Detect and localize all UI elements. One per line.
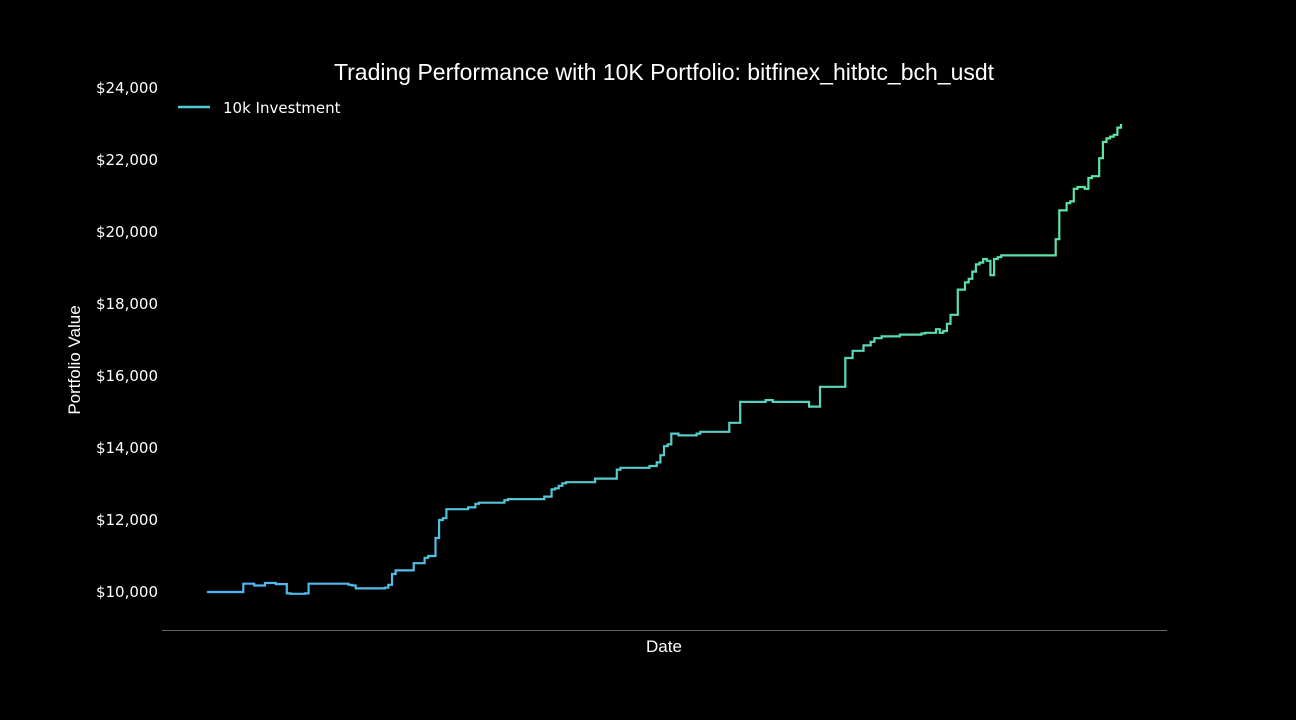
x-axis-label: Date xyxy=(646,637,682,656)
y-tick-label: $16,000 xyxy=(96,367,158,385)
y-tick-label: $22,000 xyxy=(96,151,158,169)
y-tick-label: $20,000 xyxy=(96,223,158,241)
y-tick-label: $10,000 xyxy=(96,583,158,601)
y-tick-label: $24,000 xyxy=(96,79,158,97)
y-axis: $10,000 $12,000 $14,000 $16,000 $18,000 $20,0… xyxy=(96,79,158,601)
y-axis-label: Portfolio Value xyxy=(65,305,84,414)
chart-title: Trading Performance with 10K Portfolio: … xyxy=(334,59,995,85)
y-tick-label: $18,000 xyxy=(96,295,158,313)
legend: 10k Investment xyxy=(178,99,341,117)
y-tick-label: $14,000 xyxy=(96,439,158,457)
series-line-10k-investment xyxy=(207,124,1123,595)
y-tick-label: $12,000 xyxy=(96,511,158,529)
legend-label: 10k Investment xyxy=(223,99,341,117)
